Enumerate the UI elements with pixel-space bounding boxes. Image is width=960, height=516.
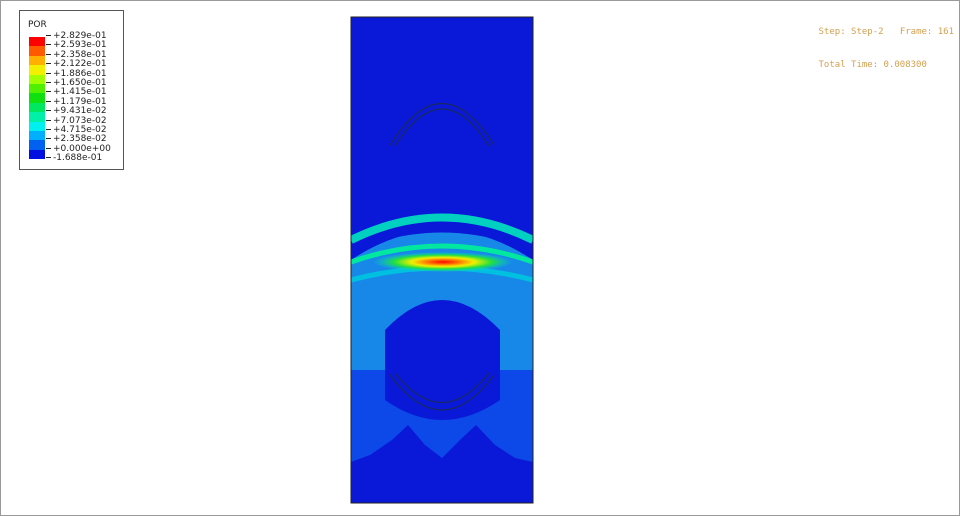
- frame-label: Frame: 161: [899, 27, 954, 37]
- legend-label: +2.593e-01: [46, 40, 111, 50]
- legend-label: +1.415e-01: [46, 87, 111, 97]
- legend-band: [29, 149, 45, 160]
- legend-band: [29, 93, 45, 103]
- legend-label: +2.829e-01: [46, 31, 111, 41]
- legend-label: +2.122e-01: [46, 59, 111, 69]
- legend-labels: +2.829e-01 +2.593e-01 +2.358e-01 +2.122e-01…: [46, 31, 111, 163]
- legend-band: [29, 121, 45, 131]
- wave-front-2: [351, 229, 533, 252]
- bottom-peaks: [351, 425, 533, 503]
- upper-arch-shell: [389, 103, 495, 147]
- legend-label: +2.358e-02: [46, 134, 111, 144]
- lower-arch-shell: [389, 372, 495, 411]
- legend-band: [29, 130, 45, 141]
- legend-band: [29, 140, 45, 150]
- legend-label: +7.073e-02: [46, 116, 111, 126]
- legend-band: [29, 83, 45, 94]
- legend-band: [29, 102, 45, 113]
- legend-label: +9.431e-02: [46, 106, 111, 116]
- step-label: Step: Step-2: [818, 27, 884, 37]
- total-time-label: Total Time: 0.008300: [818, 60, 927, 70]
- legend-label: +0.000e+00: [46, 144, 111, 154]
- legend-label: +1.886e-01: [46, 69, 111, 79]
- legend-label: +4.715e-02: [46, 125, 111, 135]
- step-frame-row: Step: Step-2 Frame: 161: [819, 27, 954, 38]
- legend-title: POR: [28, 20, 47, 30]
- wave-front-outer: [351, 213, 533, 244]
- legend-label: -1.688e-01: [46, 153, 111, 163]
- legend-band: [29, 112, 45, 122]
- legend-label: +2.358e-01: [46, 50, 111, 60]
- model-domain-border: [350, 16, 534, 504]
- peak-pressure-zone: [373, 252, 513, 272]
- step-info: Step: Step-2 Frame: 161 Total Time: 0.00…: [819, 5, 954, 82]
- wave-front-3: [351, 243, 533, 265]
- legend-label: +1.650e-01: [46, 78, 111, 88]
- legend-band: [29, 74, 45, 84]
- legend-band: [29, 65, 45, 75]
- contour-legend: POR +2.829e-01 +2.593e-01 +2.358e-01 +2.122…: [19, 10, 124, 170]
- legend-label: +1.179e-01: [46, 97, 111, 107]
- legend-band: [29, 46, 45, 56]
- field-inner-dark: [385, 300, 500, 420]
- legend-color-bands: [29, 37, 45, 160]
- legend-band: [29, 55, 45, 66]
- legend-band: [29, 37, 45, 47]
